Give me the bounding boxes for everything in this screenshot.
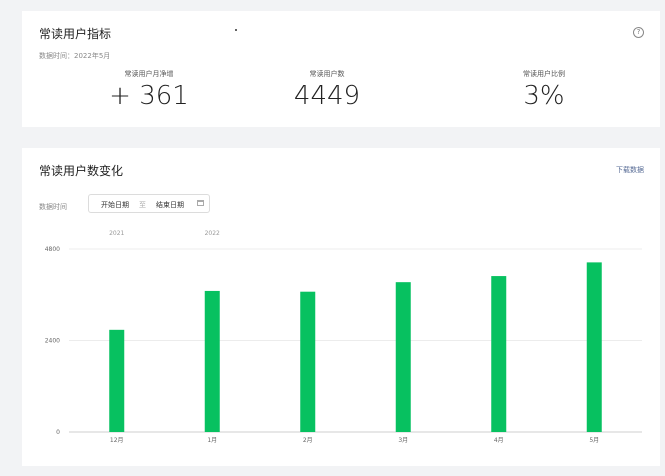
metric-value: + 361 <box>109 81 189 111</box>
bar-chart: 0 2400 4800 12月 1月 2月 3月 4月 5月 2021 2022 <box>45 230 642 444</box>
bar <box>204 290 220 432</box>
metrics-card: 常读用户指标 ? 数据时间：2022年5月 常读用户月净增 + 361 常读用户… <box>22 11 660 127</box>
question-circle-icon[interactable]: ? <box>633 27 644 38</box>
bar <box>109 329 125 432</box>
metric-value: 4449 <box>293 81 361 111</box>
end-date-input[interactable]: 结束日期 <box>156 201 184 209</box>
y-tick-label: 2400 <box>45 338 60 345</box>
metric-value: 3% <box>523 81 565 111</box>
y-tick-label: 4800 <box>45 246 60 253</box>
year-label: 2022 <box>205 230 220 237</box>
bar <box>586 262 602 432</box>
decorative-dot <box>235 29 237 31</box>
year-label: 2021 <box>109 230 124 237</box>
metric-label: 常读用户比例 <box>523 70 565 78</box>
y-tick-label: 0 <box>56 429 60 436</box>
metric-label: 常读用户数 <box>309 70 345 78</box>
download-data-link[interactable]: 下载数据 <box>616 166 644 174</box>
metric-regular-reader-ratio: 常读用户比例 3% <box>459 69 629 111</box>
bar <box>395 282 411 432</box>
calendar-icon <box>197 200 204 206</box>
bar <box>491 276 507 432</box>
metric-label: 常读用户月净增 <box>124 70 174 78</box>
x-tick-label: 1月 <box>207 437 217 444</box>
x-tick-label: 3月 <box>398 437 408 444</box>
trend-card-title: 常读用户数变化 <box>39 164 124 178</box>
bar <box>300 291 316 432</box>
range-separator: 至 <box>139 201 146 209</box>
date-range-picker[interactable]: 开始日期 至 结束日期 <box>88 194 210 213</box>
x-tick-label: 5月 <box>589 437 599 444</box>
x-tick-label: 2月 <box>303 437 313 444</box>
metric-regular-readers: 常读用户数 4449 <box>242 69 412 111</box>
metrics-card-title: 常读用户指标 <box>39 27 112 41</box>
trend-card: 常读用户数变化 下载数据 数据时间 开始日期 至 结束日期 0 2400 4800 1… <box>22 148 660 466</box>
start-date-input[interactable]: 开始日期 <box>101 201 129 209</box>
date-filter-label: 数据时间 <box>39 203 67 211</box>
x-tick-label: 12月 <box>110 437 124 444</box>
metric-monthly-net-growth: 常读用户月净增 + 361 <box>64 69 234 111</box>
metrics-data-time: 数据时间：2022年5月 <box>39 52 111 60</box>
x-tick-label: 4月 <box>494 437 504 444</box>
